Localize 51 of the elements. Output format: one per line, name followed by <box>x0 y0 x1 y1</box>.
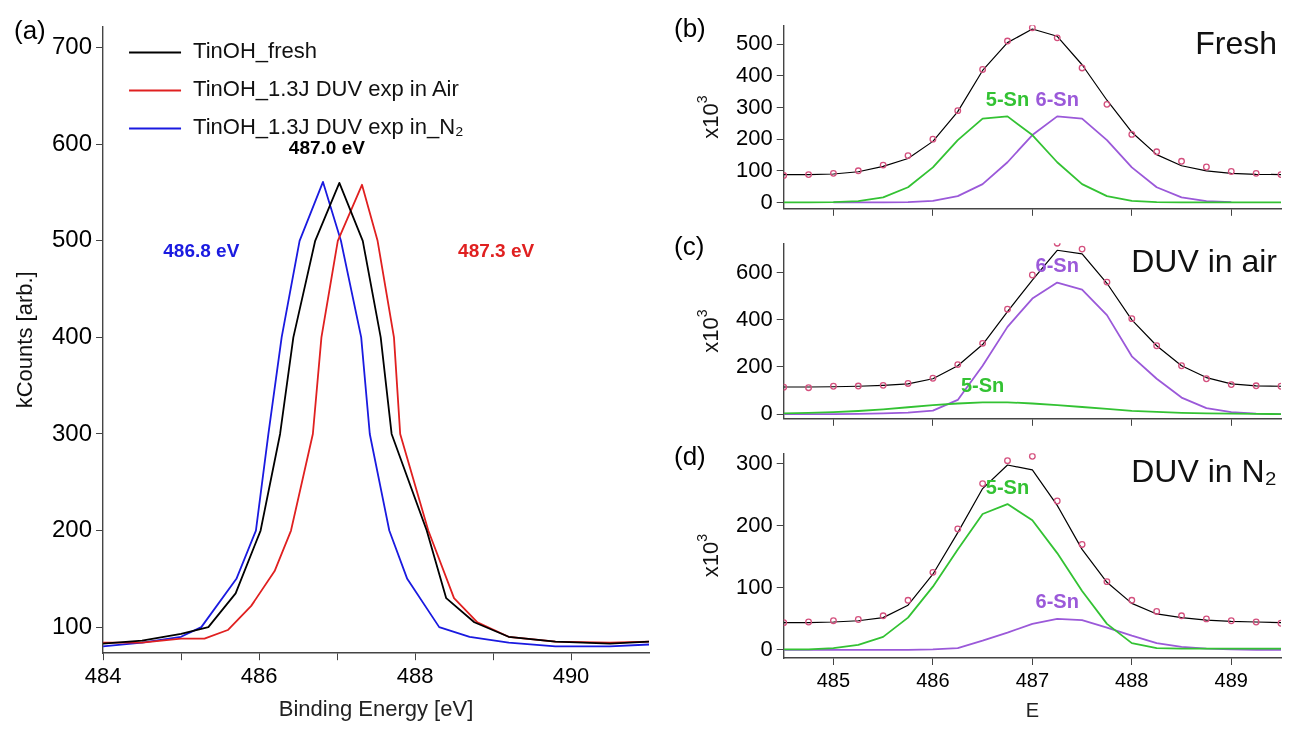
chart-title: (a) <box>14 14 46 45</box>
chart-subtitle: DUV in air <box>1131 243 1278 280</box>
y-tick-label: 400 <box>735 61 773 87</box>
y-tick-label: 100 <box>52 611 93 639</box>
y-tick-label: 100 <box>735 573 773 599</box>
x-tick-label: 485 <box>816 668 851 691</box>
chart-title: (d) <box>674 441 706 472</box>
x-tick-label: 486 <box>916 668 950 691</box>
y-axis-title: x103 <box>694 309 724 353</box>
y-tick-label: 100 <box>735 156 773 182</box>
x-tick-label: 487 <box>1015 668 1050 691</box>
y-tick-label: 0 <box>760 188 773 214</box>
chart-title: (c) <box>674 231 705 262</box>
x-tick-label: 488 <box>1115 668 1149 691</box>
y-tick-label: 200 <box>735 353 773 379</box>
x-axis-title: E <box>1025 698 1040 721</box>
annotation: 487.3 eV <box>458 240 535 262</box>
chart-subtitle: Fresh <box>1195 25 1277 62</box>
series-label: 5-Sn <box>985 475 1030 498</box>
series-label: 5-Sn <box>985 87 1030 110</box>
legend-label: TinOH_1.3J DUV exp in Air <box>193 76 459 102</box>
chart-title: (b) <box>674 13 706 44</box>
y-tick-label: 700 <box>52 32 93 60</box>
x-tick-label: 490 <box>552 663 590 689</box>
y-tick-label: 200 <box>52 515 93 543</box>
x-axis-title: Binding Energy [eV] <box>278 695 474 721</box>
y-tick-label: 600 <box>735 258 773 284</box>
y-tick-label: 200 <box>735 125 773 151</box>
y-axis-title: x103 <box>694 95 724 139</box>
chart-subtitle: DUV in N₂ <box>1131 453 1277 490</box>
legend-label: TinOH_fresh <box>193 38 317 64</box>
annotation: 486.8 eV <box>163 240 240 262</box>
y-tick-label: 400 <box>52 322 93 350</box>
y-tick-label: 0 <box>760 400 773 426</box>
y-tick-label: 500 <box>735 30 773 56</box>
y-tick-label: 300 <box>735 93 773 119</box>
x-tick-label: 486 <box>240 663 278 689</box>
y-tick-label: 200 <box>735 511 773 537</box>
y-tick-label: 300 <box>735 449 773 475</box>
y-axis-title: x103 <box>694 533 724 578</box>
series-label: 6-Sn <box>1035 590 1079 613</box>
y-tick-label: 600 <box>52 128 93 156</box>
series-label: 6-Sn <box>1035 87 1079 110</box>
x-tick-label: 484 <box>84 663 122 689</box>
y-tick-label: 500 <box>52 225 93 253</box>
y-tick-label: 300 <box>52 418 93 446</box>
x-tick-label: 488 <box>396 663 434 689</box>
y-tick-label: 0 <box>760 635 773 661</box>
x-tick-label: 489 <box>1214 668 1248 691</box>
y-tick-label: 400 <box>735 305 773 331</box>
y-axis-title: kCounts [arb.] <box>12 271 38 409</box>
